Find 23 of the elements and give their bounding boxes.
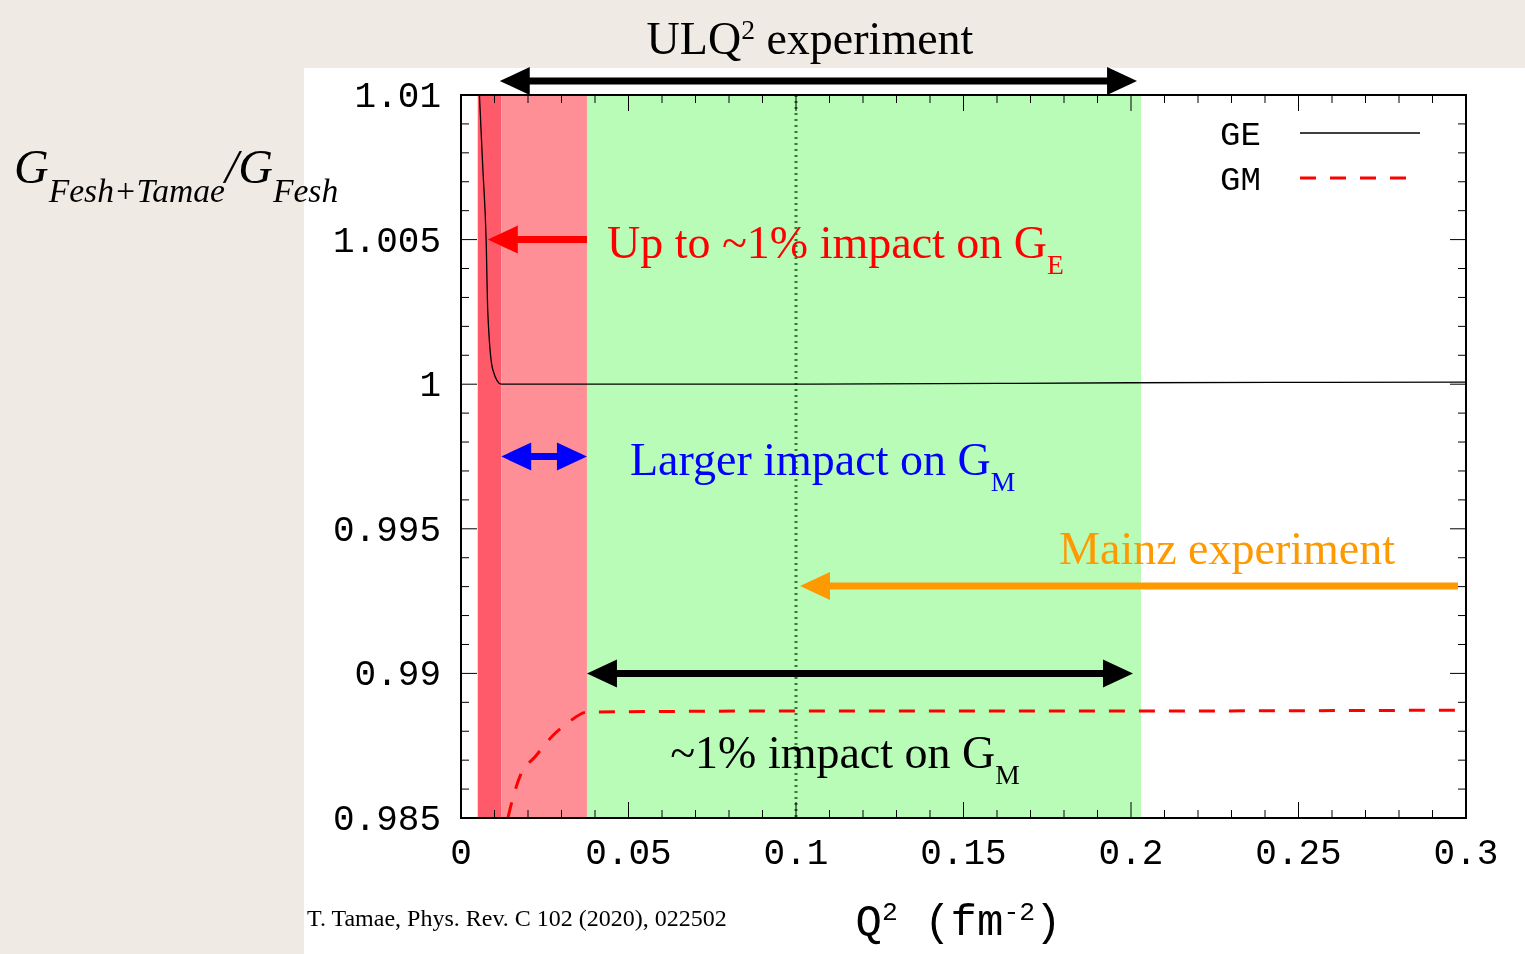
y-tick-label: 1.01	[354, 77, 441, 118]
text: T. Tamae, Phys. Rev. C 102 (2020), 022502	[307, 905, 727, 931]
x-tick-label: 0	[450, 834, 472, 875]
x-tick-label: 0.2	[1098, 834, 1164, 875]
x-axis-title: Q$^{2}$ (fm$^{-2}$)	[855, 898, 1062, 948]
annotation: ~1% impact on G$_{M}$	[670, 727, 1020, 790]
text: ULQ$^{2}$ experiment	[646, 13, 974, 64]
legend-label: GE	[1220, 117, 1261, 155]
x-tick-label: 0.05	[585, 834, 672, 875]
annotation: Up to ~1% impact on G$_{E}$	[606, 216, 1064, 280]
legend-label: GM	[1220, 162, 1261, 200]
x-tick-label: 0.25	[1255, 834, 1342, 875]
y-tick-label: 0.99	[354, 655, 441, 697]
y-tick-label: 1	[419, 366, 441, 408]
y-tick-label: 0.985	[332, 800, 441, 841]
y-axis-title: G$_{Fesh+Tamae}$/G$_{Fesh}$	[14, 140, 339, 209]
y-tick-label: 1.005	[332, 221, 441, 263]
annotation: Mainz experiment	[1059, 523, 1396, 574]
x-tick-label: 0.1	[763, 834, 829, 875]
x-tick-label: 0.3	[1433, 834, 1499, 875]
annotation: Larger impact on G$_{M}$	[630, 433, 1016, 496]
x-tick-label: 0.15	[920, 834, 1007, 875]
y-tick-label: 0.995	[332, 510, 441, 552]
